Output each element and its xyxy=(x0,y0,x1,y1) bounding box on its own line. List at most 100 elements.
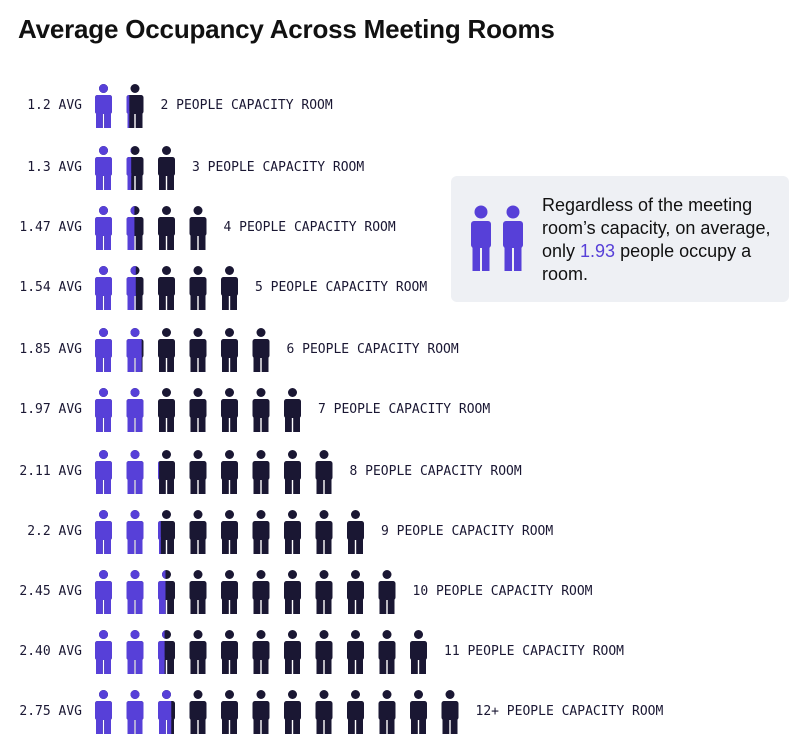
person-icon xyxy=(347,510,364,554)
person-icon xyxy=(284,690,301,734)
person-icon xyxy=(410,630,427,674)
person-icon xyxy=(95,450,112,494)
person-icon xyxy=(158,510,175,554)
person-icon xyxy=(126,206,144,250)
person-icon xyxy=(95,328,112,372)
person-icon xyxy=(315,630,333,674)
chart-row: 2.11 AVG 8 PEOPLE CAPACITY ROOM xyxy=(19,450,522,494)
person-icon xyxy=(189,328,207,372)
person-icon xyxy=(189,510,207,554)
chart-row: 2.75 AVG 12+ PEOPLE CAPACITY ROOM xyxy=(19,690,664,734)
two-people-icon xyxy=(471,205,523,271)
capacity-label: 5 PEOPLE CAPACITY ROOM xyxy=(255,280,427,295)
person-icon xyxy=(189,570,207,614)
chart-row: 1.2 AVG 2 PEOPLE CAPACITY ROOM xyxy=(27,84,333,128)
person-icon xyxy=(347,570,364,614)
person-icon xyxy=(126,146,144,190)
person-icon xyxy=(221,510,238,554)
page-title: Average Occupancy Across Meeting Rooms xyxy=(18,14,555,44)
person-icon xyxy=(158,630,175,674)
capacity-label: 8 PEOPLE CAPACITY ROOM xyxy=(350,464,522,479)
chart-row: 1.54 AVG 5 PEOPLE CAPACITY ROOM xyxy=(19,266,427,310)
person-icon xyxy=(158,570,175,614)
person-icon xyxy=(347,630,364,674)
callout-highlight-value: 1.93 xyxy=(580,241,616,261)
avg-label: 2.45 AVG xyxy=(19,584,82,599)
person-icon xyxy=(158,266,175,310)
person-icon xyxy=(252,450,270,494)
avg-label: 1.97 AVG xyxy=(19,402,82,417)
person-icon xyxy=(378,630,396,674)
capacity-label: 6 PEOPLE CAPACITY ROOM xyxy=(287,342,459,357)
chart-row: 1.97 AVG 7 PEOPLE CAPACITY ROOM xyxy=(19,388,490,432)
person-icon xyxy=(126,690,144,734)
capacity-label: 11 PEOPLE CAPACITY ROOM xyxy=(444,644,624,659)
person-icon xyxy=(126,328,144,372)
person-icon xyxy=(158,206,175,250)
person-icon xyxy=(252,388,270,432)
person-icon xyxy=(95,84,112,128)
avg-label: 1.85 AVG xyxy=(19,342,82,357)
person-icon xyxy=(95,146,112,190)
person-icon xyxy=(252,690,270,734)
person-icon xyxy=(315,450,333,494)
callout-text-before: Regardless of the meeting room’s capacit… xyxy=(542,195,771,261)
avg-label: 1.47 AVG xyxy=(19,220,82,235)
person-icon xyxy=(284,388,301,432)
person-icon xyxy=(95,630,112,674)
person-icon xyxy=(126,84,144,128)
person-icon xyxy=(221,266,238,310)
callout-text: Regardless of the meeting room’s capacit… xyxy=(542,194,782,286)
avg-label: 2.2 AVG xyxy=(27,524,82,539)
person-icon xyxy=(126,266,144,310)
person-icon xyxy=(158,388,175,432)
avg-label: 1.2 AVG xyxy=(27,98,82,113)
person-icon xyxy=(378,690,396,734)
capacity-label: 2 PEOPLE CAPACITY ROOM xyxy=(161,98,333,113)
callout-box: Regardless of the meeting room’s capacit… xyxy=(451,176,789,302)
person-icon xyxy=(284,450,301,494)
person-icon xyxy=(252,328,270,372)
person-icon xyxy=(189,388,207,432)
person-icon xyxy=(410,690,427,734)
chart-row: 2.2 AVG 9 PEOPLE CAPACITY ROOM xyxy=(27,510,553,554)
person-icon xyxy=(189,690,207,734)
person-icon xyxy=(315,510,333,554)
person-icon xyxy=(158,146,175,190)
person-icon xyxy=(189,630,207,674)
person-icon xyxy=(158,328,175,372)
person-icon xyxy=(315,690,333,734)
person-icon xyxy=(95,510,112,554)
person-icon xyxy=(221,570,238,614)
chart-row: 1.3 AVG 3 PEOPLE CAPACITY ROOM xyxy=(27,146,364,190)
person-icon xyxy=(252,570,270,614)
person-icon xyxy=(221,630,238,674)
capacity-label: 7 PEOPLE CAPACITY ROOM xyxy=(318,402,490,417)
person-icon xyxy=(221,388,238,432)
person-icon xyxy=(189,206,207,250)
person-icon xyxy=(126,450,144,494)
person-icon xyxy=(189,266,207,310)
person-icon xyxy=(95,690,112,734)
avg-label: 1.54 AVG xyxy=(19,280,82,295)
chart-row: 1.47 AVG 4 PEOPLE CAPACITY ROOM xyxy=(19,206,396,250)
capacity-label: 4 PEOPLE CAPACITY ROOM xyxy=(224,220,396,235)
person-icon xyxy=(252,510,270,554)
person-icon xyxy=(284,630,301,674)
person-icon xyxy=(347,690,364,734)
person-icon xyxy=(95,388,112,432)
person-icon xyxy=(95,206,112,250)
person-icon xyxy=(95,266,112,310)
avg-label: 2.40 AVG xyxy=(19,644,82,659)
avg-label: 2.11 AVG xyxy=(19,464,82,479)
person-icon xyxy=(126,630,144,674)
person-icon xyxy=(284,510,301,554)
person-icon xyxy=(126,388,144,432)
person-icon xyxy=(315,570,333,614)
person-icon xyxy=(95,570,112,614)
person-icon xyxy=(126,510,144,554)
person-icon xyxy=(221,328,238,372)
person-icon xyxy=(189,450,207,494)
person-icon xyxy=(221,690,238,734)
